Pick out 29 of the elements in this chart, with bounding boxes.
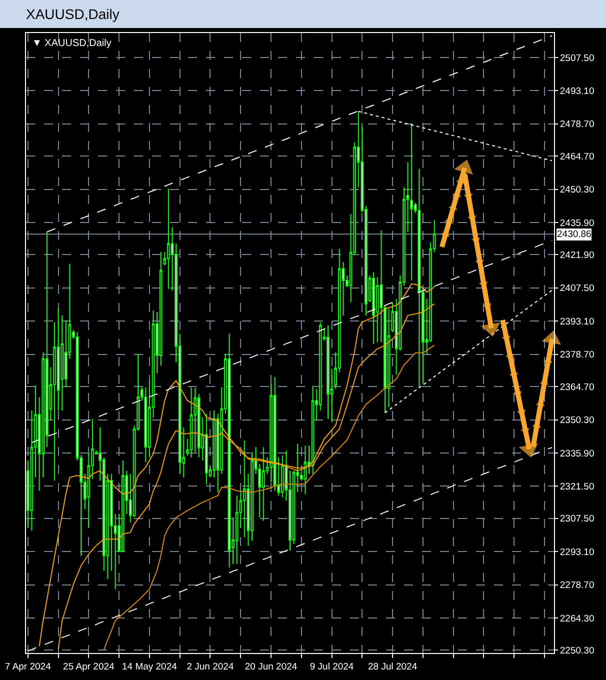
y-tick-label: 2393.10 (560, 316, 594, 328)
y-tick-label: 2464.70 (560, 151, 594, 162)
y-tick-label: 2250.30 (560, 646, 594, 657)
y-tick-label: 2435.90 (560, 218, 594, 229)
y-tick-label: 2421.90 (560, 250, 594, 262)
x-tick-label: 7 Apr 2024 (4, 661, 51, 672)
chart-title: XAUUSD,Daily (26, 6, 120, 22)
y-tick-label: 2507.50 (560, 52, 594, 64)
ref-line-label: 2430.86 (557, 229, 592, 240)
y-tick-label: 2378.70 (560, 350, 594, 361)
x-tick-label: 2 Jun 2024 (186, 661, 234, 672)
x-tick-label: 20 Jun 2024 (244, 661, 298, 672)
y-tick-label: 2350.30 (560, 415, 594, 426)
y-tick-label: 2364.70 (560, 382, 594, 393)
y-tick-label: 2321.50 (560, 481, 594, 492)
y-tick-label: 2335.90 (560, 448, 594, 460)
y-tick-label: 2307.50 (560, 514, 594, 525)
y-tick-label: 2293.10 (560, 546, 594, 558)
x-tick-label: 25 Apr 2024 (63, 661, 114, 672)
y-tick-label: 2493.10 (560, 86, 594, 97)
x-tick-label: 9 Jul 2024 (310, 661, 354, 672)
y-tick-label: 2264.30 (560, 613, 594, 624)
y-tick-label: 2478.70 (560, 119, 594, 130)
y-tick-label: 2278.70 (560, 580, 594, 592)
y-tick-label: 2407.50 (560, 283, 594, 294)
x-tick-label: 14 May 2024 (122, 661, 177, 672)
text: ▼ XAUUSD,Daily (32, 38, 112, 49)
y-tick-label: 2450.30 (560, 184, 594, 196)
x-tick-label: 28 Jul 2024 (368, 661, 418, 672)
